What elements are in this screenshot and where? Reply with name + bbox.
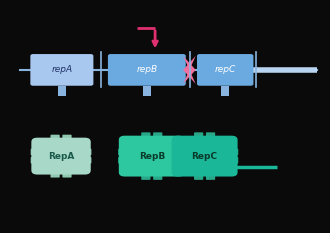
FancyBboxPatch shape	[62, 171, 72, 178]
FancyBboxPatch shape	[229, 157, 238, 164]
FancyBboxPatch shape	[31, 138, 91, 175]
FancyBboxPatch shape	[82, 149, 91, 155]
FancyBboxPatch shape	[229, 149, 238, 155]
Polygon shape	[183, 56, 196, 84]
FancyBboxPatch shape	[30, 54, 93, 86]
FancyBboxPatch shape	[58, 86, 66, 96]
FancyBboxPatch shape	[31, 157, 40, 164]
FancyBboxPatch shape	[119, 136, 185, 177]
FancyBboxPatch shape	[108, 54, 186, 86]
FancyBboxPatch shape	[153, 132, 162, 139]
FancyBboxPatch shape	[141, 173, 150, 180]
FancyBboxPatch shape	[31, 149, 40, 155]
Text: repB: repB	[136, 65, 157, 74]
FancyBboxPatch shape	[118, 149, 127, 155]
FancyBboxPatch shape	[141, 132, 150, 139]
Text: repC: repC	[214, 65, 236, 74]
FancyBboxPatch shape	[221, 86, 229, 96]
Polygon shape	[183, 56, 196, 84]
FancyBboxPatch shape	[176, 157, 185, 164]
FancyBboxPatch shape	[82, 157, 91, 164]
FancyBboxPatch shape	[206, 132, 215, 139]
FancyBboxPatch shape	[197, 54, 253, 86]
FancyBboxPatch shape	[176, 149, 185, 155]
Text: RepC: RepC	[192, 152, 217, 161]
Text: RepA: RepA	[48, 152, 74, 161]
FancyBboxPatch shape	[143, 86, 151, 96]
FancyBboxPatch shape	[194, 132, 203, 139]
FancyBboxPatch shape	[171, 149, 180, 155]
FancyBboxPatch shape	[206, 173, 215, 180]
FancyBboxPatch shape	[171, 157, 180, 164]
Text: repA: repA	[51, 65, 73, 74]
FancyBboxPatch shape	[172, 136, 238, 177]
FancyBboxPatch shape	[118, 157, 127, 164]
FancyBboxPatch shape	[153, 173, 162, 180]
FancyBboxPatch shape	[50, 135, 60, 141]
FancyBboxPatch shape	[62, 135, 72, 141]
Text: RepB: RepB	[139, 152, 165, 161]
FancyBboxPatch shape	[50, 171, 60, 178]
FancyBboxPatch shape	[194, 173, 203, 180]
